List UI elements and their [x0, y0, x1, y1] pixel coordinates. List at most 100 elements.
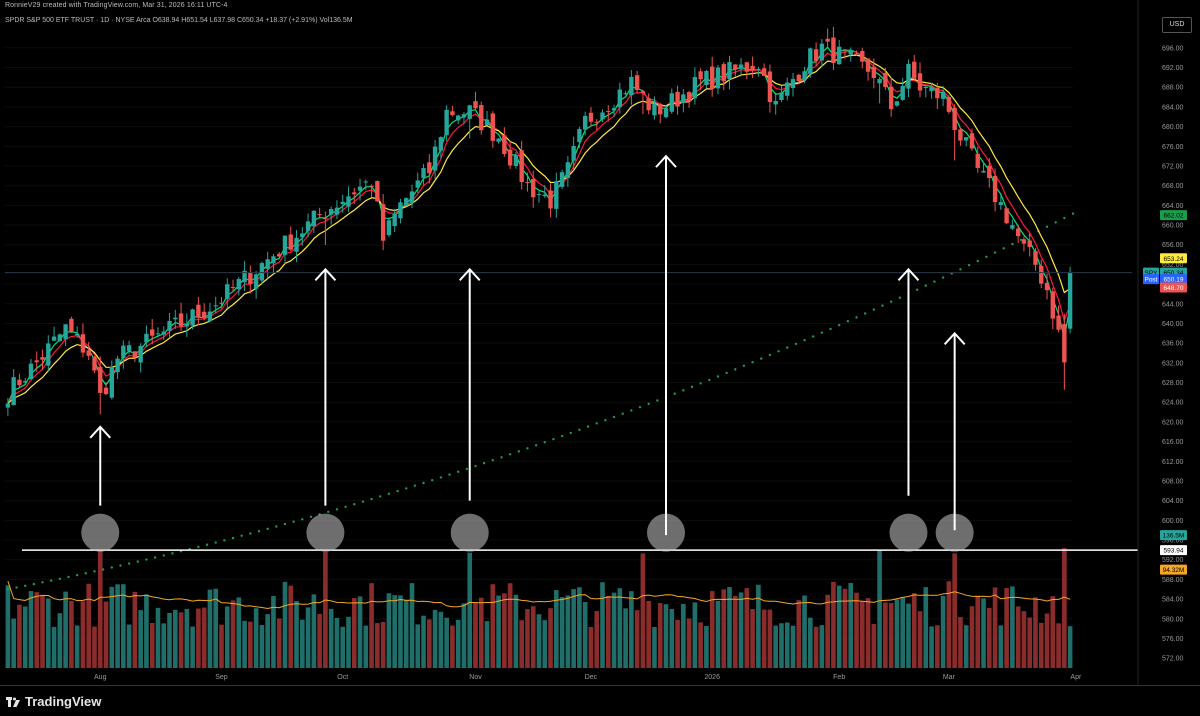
y-tick-label: 572.00	[1162, 656, 1184, 663]
sma-dot	[872, 308, 876, 311]
candle-body	[877, 78, 882, 84]
y-tick-label: 684.00	[1162, 104, 1184, 111]
sma-dot	[353, 503, 356, 506]
volume-bar	[363, 625, 369, 668]
volume-bar	[248, 621, 253, 668]
candle-body	[121, 345, 126, 358]
price-chart[interactable]: 696.00 692.00 688.00 684.00 680.00 676.00 672.…	[0, 0, 1200, 685]
arrow-head	[314, 267, 337, 282]
volume-bar	[721, 589, 727, 668]
volume-bar	[167, 612, 172, 668]
candle-body	[375, 181, 380, 202]
volume-bar	[409, 583, 415, 668]
volume-bar	[178, 612, 184, 668]
candle-body	[201, 311, 207, 319]
candle-body	[282, 235, 288, 255]
candle-body	[761, 68, 767, 76]
volume-bar	[681, 603, 686, 668]
arrow-head	[943, 331, 966, 345]
candle-body	[923, 86, 928, 88]
candle-body	[577, 129, 582, 143]
candle-body	[1062, 324, 1067, 363]
volume-bar	[155, 607, 161, 668]
candle-body	[790, 79, 796, 89]
sma-dot	[249, 532, 252, 535]
sma-dot	[993, 251, 997, 254]
symbol-description[interactable]: SPDR S&P 500 ETF TRUST · 1D · NYSE Arca	[5, 17, 151, 24]
volume-bar	[859, 601, 865, 668]
volume-bar	[236, 597, 242, 668]
candle-body	[352, 192, 357, 195]
sma-dot	[396, 489, 399, 493]
volume-bar	[623, 608, 628, 668]
volume-bar	[478, 597, 484, 668]
candle-body	[1039, 265, 1044, 284]
tradingview-logo[interactable]: TradingView	[6, 694, 101, 709]
y-tick-label: 688.00	[1162, 85, 1184, 92]
volume-bar	[196, 608, 201, 668]
price-tag: 593.94	[1164, 548, 1184, 555]
candle-body	[126, 345, 132, 351]
sma-dot	[604, 419, 607, 422]
sma-dot	[127, 562, 131, 565]
volume-bar	[507, 583, 513, 668]
candle-body	[103, 387, 109, 395]
sma-dot	[543, 441, 546, 444]
sma-dot	[1002, 247, 1005, 250]
sma-dot	[162, 554, 165, 557]
candle-body	[813, 49, 819, 61]
volume-bar	[288, 585, 294, 668]
volume-bar	[917, 611, 923, 668]
symbol-info-bar: SPDR S&P 500 ETF TRUST · 1D · NYSE Arca …	[5, 17, 353, 24]
candle-body	[392, 213, 397, 227]
y-tick-label: 652.00	[1162, 262, 1184, 269]
candle-body	[427, 162, 432, 174]
volume-bar	[271, 596, 276, 668]
candle-body	[640, 91, 646, 93]
sma-dot	[456, 470, 460, 473]
volume-bar	[450, 625, 455, 668]
sma-dot	[941, 276, 945, 279]
candle-body	[912, 61, 917, 79]
volume-bar	[103, 601, 109, 668]
candle-body	[681, 94, 686, 103]
volume-tag-bg	[1160, 564, 1187, 575]
sma-dot	[924, 284, 927, 287]
sma-dot	[967, 263, 971, 267]
price-tag-bg	[1160, 210, 1187, 221]
volume-bar	[427, 619, 432, 668]
sma-dot	[786, 346, 789, 349]
sma-dot	[725, 371, 728, 375]
volume-bar	[490, 584, 496, 668]
y-tick-label: 612.00	[1162, 459, 1184, 466]
sma-dot	[6, 588, 10, 591]
candle-body	[744, 62, 750, 72]
currency-button[interactable]: USD	[1162, 17, 1192, 33]
sma-dot	[301, 518, 304, 521]
volume-bar	[565, 595, 571, 668]
sma-dot	[682, 389, 685, 392]
candle-body	[831, 37, 836, 64]
volume-bar	[906, 603, 911, 668]
volume-bar	[675, 619, 680, 668]
candle-body	[294, 237, 299, 252]
volume-bar	[207, 589, 213, 668]
volume-bar	[294, 600, 299, 668]
volume-bar	[605, 595, 611, 668]
candle-body	[455, 115, 461, 121]
y-tick-label: 680.00	[1162, 124, 1184, 131]
volume-bar	[692, 602, 698, 668]
candle-body	[277, 253, 282, 257]
sma-dot	[387, 492, 391, 495]
volume-bar	[97, 549, 103, 668]
tradingview-logo-icon	[6, 697, 20, 707]
candle-body	[964, 137, 969, 141]
ohlc-open: O638.94	[152, 17, 180, 24]
volume-bar	[115, 584, 120, 668]
candle-body	[733, 64, 738, 70]
sma-dot	[292, 520, 295, 523]
volume-bar	[502, 593, 507, 668]
sma-dot	[612, 415, 616, 419]
candle-body	[888, 86, 894, 110]
volume-bar	[975, 595, 981, 668]
